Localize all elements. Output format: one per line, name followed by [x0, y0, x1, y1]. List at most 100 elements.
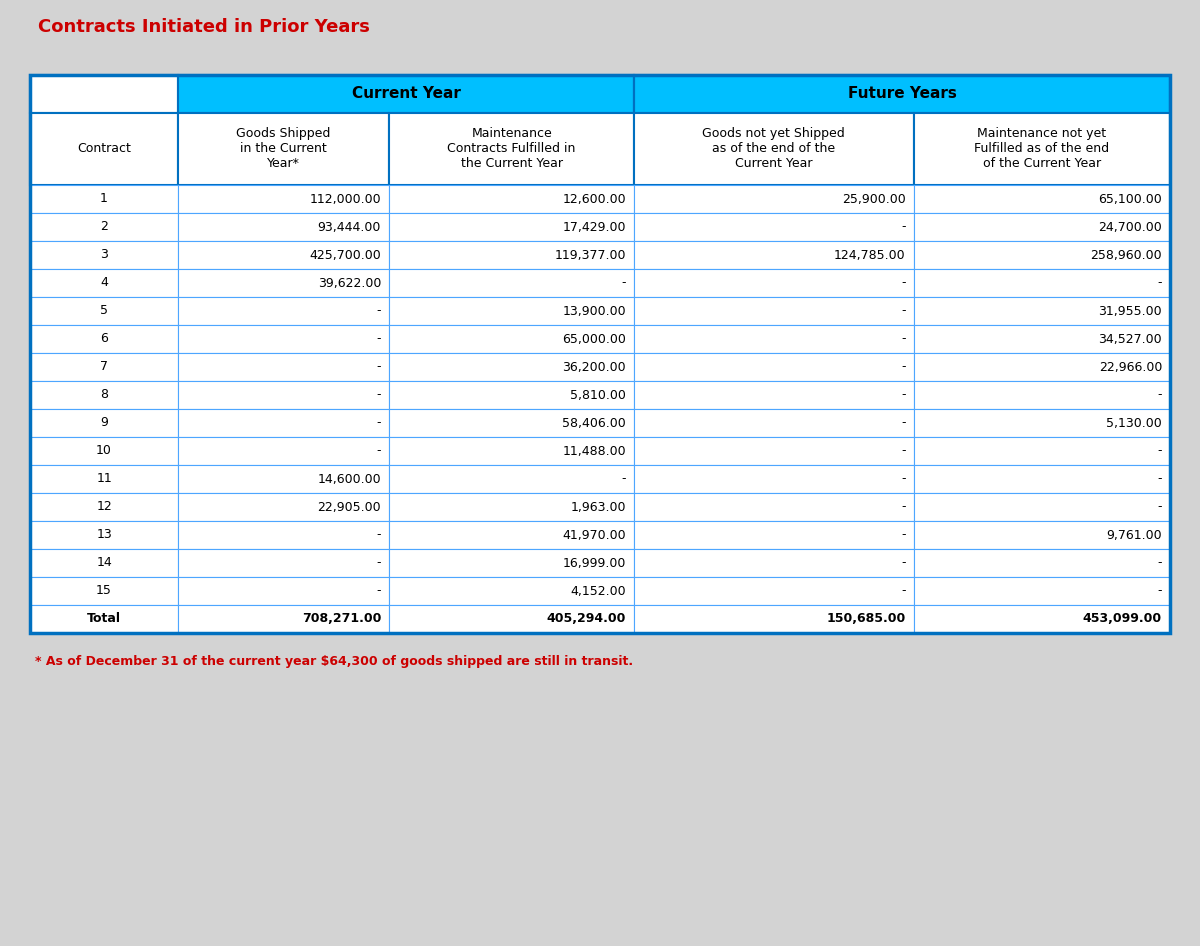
Text: -: - — [377, 529, 382, 541]
Bar — [389, 465, 635, 493]
Bar — [389, 113, 635, 185]
Bar — [635, 297, 913, 325]
Text: 12: 12 — [96, 500, 112, 514]
Bar — [389, 325, 635, 353]
Text: 11,488.00: 11,488.00 — [563, 445, 626, 458]
Bar — [913, 465, 1170, 493]
Text: -: - — [377, 585, 382, 598]
Text: Goods Shipped
in the Current
Year*: Goods Shipped in the Current Year* — [236, 128, 331, 170]
Bar — [30, 493, 179, 521]
Bar — [389, 185, 635, 213]
Bar — [179, 381, 389, 409]
Bar — [30, 465, 179, 493]
Text: Total: Total — [88, 612, 121, 625]
Bar — [389, 297, 635, 325]
Text: 13: 13 — [96, 529, 112, 541]
Text: 65,100.00: 65,100.00 — [1098, 192, 1162, 205]
Text: 150,685.00: 150,685.00 — [827, 612, 906, 625]
Text: 425,700.00: 425,700.00 — [310, 249, 382, 261]
Bar — [179, 549, 389, 577]
Text: 5,810.00: 5,810.00 — [570, 389, 626, 401]
Bar — [179, 241, 389, 269]
Text: Current Year: Current Year — [352, 86, 461, 101]
Bar — [389, 381, 635, 409]
Bar — [179, 113, 389, 185]
Text: 4: 4 — [100, 276, 108, 289]
Text: 17,429.00: 17,429.00 — [563, 220, 626, 234]
Bar — [179, 493, 389, 521]
Bar — [635, 353, 913, 381]
Text: 36,200.00: 36,200.00 — [563, 360, 626, 374]
Text: -: - — [901, 585, 906, 598]
Bar — [913, 269, 1170, 297]
Text: 9: 9 — [100, 416, 108, 429]
Text: -: - — [901, 445, 906, 458]
Bar — [635, 437, 913, 465]
Bar — [179, 75, 635, 113]
Text: 13,900.00: 13,900.00 — [563, 305, 626, 318]
Text: 14: 14 — [96, 556, 112, 569]
Bar — [913, 297, 1170, 325]
Bar — [635, 409, 913, 437]
Bar — [913, 325, 1170, 353]
Text: 14,600.00: 14,600.00 — [318, 472, 382, 485]
Bar — [913, 241, 1170, 269]
Bar — [913, 409, 1170, 437]
Text: Goods not yet Shipped
as of the end of the
Current Year: Goods not yet Shipped as of the end of t… — [702, 128, 845, 170]
Bar — [179, 605, 389, 633]
Text: -: - — [1158, 472, 1162, 485]
Bar — [913, 521, 1170, 549]
Text: -: - — [622, 276, 626, 289]
Text: 119,377.00: 119,377.00 — [554, 249, 626, 261]
Bar — [913, 185, 1170, 213]
Bar — [389, 605, 635, 633]
Text: -: - — [377, 332, 382, 345]
Bar — [30, 437, 179, 465]
Bar — [179, 353, 389, 381]
Bar — [179, 437, 389, 465]
Bar — [389, 493, 635, 521]
Bar — [179, 409, 389, 437]
Text: 453,099.00: 453,099.00 — [1082, 612, 1162, 625]
Text: -: - — [1158, 389, 1162, 401]
Text: -: - — [377, 389, 382, 401]
Text: 25,900.00: 25,900.00 — [841, 192, 906, 205]
Bar — [635, 325, 913, 353]
Bar — [30, 605, 179, 633]
Text: 5: 5 — [100, 305, 108, 318]
Text: -: - — [377, 445, 382, 458]
Text: 708,271.00: 708,271.00 — [301, 612, 382, 625]
Bar — [30, 213, 179, 241]
Bar — [389, 353, 635, 381]
Text: -: - — [901, 220, 906, 234]
Text: 1,963.00: 1,963.00 — [571, 500, 626, 514]
Text: -: - — [901, 529, 906, 541]
Text: 22,905.00: 22,905.00 — [318, 500, 382, 514]
Text: 405,294.00: 405,294.00 — [547, 612, 626, 625]
Text: 8: 8 — [100, 389, 108, 401]
Bar — [389, 549, 635, 577]
Bar — [635, 113, 913, 185]
Text: -: - — [377, 556, 382, 569]
Text: -: - — [377, 305, 382, 318]
Bar — [30, 577, 179, 605]
Bar — [389, 409, 635, 437]
Text: 65,000.00: 65,000.00 — [563, 332, 626, 345]
Text: 7: 7 — [100, 360, 108, 374]
Bar — [179, 521, 389, 549]
Bar — [30, 75, 1170, 633]
Text: 58,406.00: 58,406.00 — [563, 416, 626, 429]
Text: 5,130.00: 5,130.00 — [1106, 416, 1162, 429]
Text: 2: 2 — [100, 220, 108, 234]
Text: -: - — [901, 500, 906, 514]
Bar — [179, 465, 389, 493]
Bar — [635, 493, 913, 521]
Text: -: - — [1158, 276, 1162, 289]
Text: 258,960.00: 258,960.00 — [1091, 249, 1162, 261]
Text: -: - — [377, 360, 382, 374]
Bar — [635, 241, 913, 269]
Bar — [913, 213, 1170, 241]
Bar — [635, 381, 913, 409]
Text: -: - — [901, 305, 906, 318]
Bar — [179, 297, 389, 325]
